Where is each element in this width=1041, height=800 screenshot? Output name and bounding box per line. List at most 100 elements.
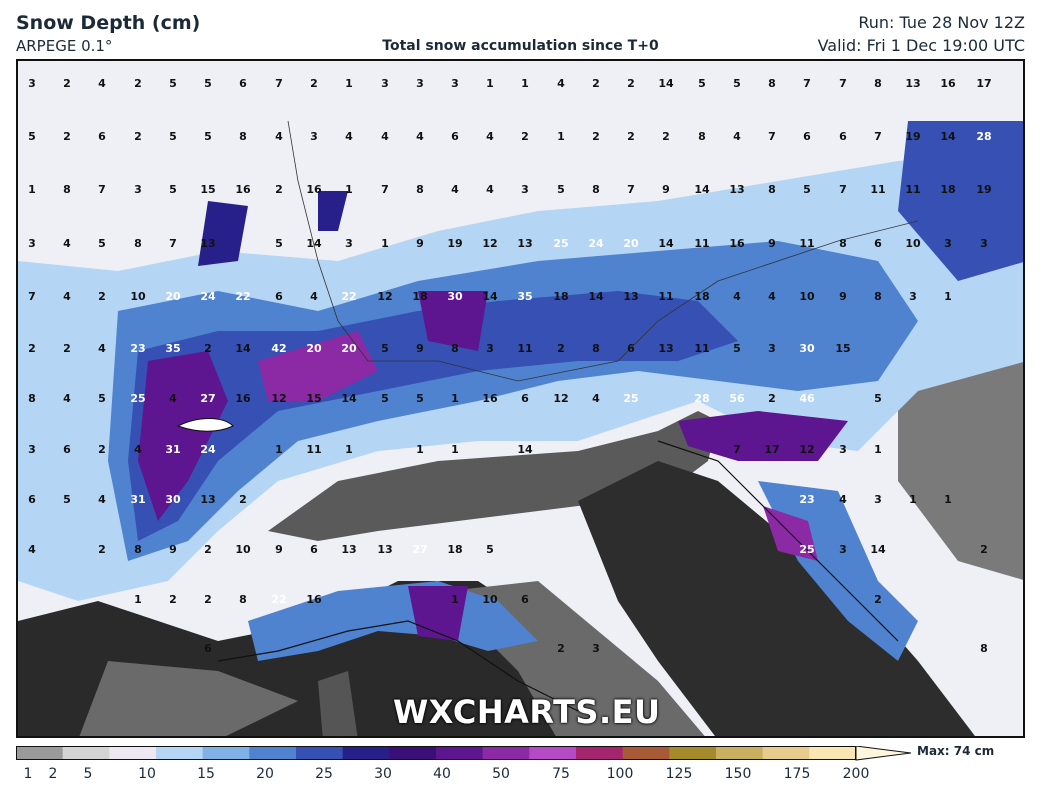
snow-value-label: 10 [905, 237, 921, 250]
snow-value-label: 2 [63, 77, 71, 90]
snow-value-label: 2 [63, 130, 71, 143]
snow-value-label: 2 [592, 77, 600, 90]
legend-tick: 5 [83, 766, 93, 782]
snow-value-label: 3 [416, 77, 424, 90]
snow-value-label: 4 [169, 392, 177, 405]
snow-value-label: 15 [200, 183, 215, 196]
snow-value-label: 20 [341, 342, 357, 355]
snow-value-label: 8 [768, 77, 776, 90]
color-legend [16, 746, 916, 762]
snow-value-label: 20 [623, 237, 639, 250]
snow-value-label: 5 [169, 130, 177, 143]
legend-swatch [436, 746, 484, 760]
snow-value-label: 18 [447, 543, 462, 556]
snow-value-label: 3 [28, 77, 36, 90]
snow-value-label: 56 [729, 392, 745, 405]
snow-value-label: 17 [764, 443, 779, 456]
snow-value-label: 2 [557, 642, 565, 655]
snow-value-label: 11 [694, 237, 709, 250]
snow-value-label: 25 [130, 392, 145, 405]
snow-value-label: 12 [377, 290, 392, 303]
snow-value-label: 4 [381, 130, 389, 143]
snow-deep-core-7 [898, 121, 1023, 281]
snow-value-label: 10 [235, 543, 251, 556]
snow-value-label: 3 [310, 130, 318, 143]
legend-tick: 40 [433, 766, 451, 782]
snow-value-label: 9 [768, 237, 776, 250]
snow-value-label: 5 [416, 392, 424, 405]
snow-value-label: 8 [134, 543, 142, 556]
snow-value-label: 16 [235, 392, 251, 405]
snow-value-label: 13 [623, 290, 638, 303]
snow-value-label: 16 [729, 237, 745, 250]
legend-swatch [762, 746, 810, 760]
snow-deep-core-4 [418, 291, 488, 351]
legend-swatch [389, 746, 437, 760]
snow-value-label: 4 [486, 183, 494, 196]
snow-value-label: 8 [592, 342, 600, 355]
snow-value-label: 3 [839, 543, 847, 556]
snow-value-label: 22 [235, 290, 250, 303]
snow-value-label: 16 [482, 392, 498, 405]
snow-value-label: 6 [521, 593, 529, 606]
snow-value-label: 3 [874, 493, 882, 506]
snow-value-labels: 3 2 4 2 5 5 6 7 2 1 3 3 3 1 1 4 2 2 14 5 5 8 7 7 8 13 16 175 2 6 2 5 5 8 4… [28, 77, 991, 655]
snow-value-label: 30 [447, 290, 463, 303]
snow-value-label: 8 [980, 642, 988, 655]
legend-tick: 30 [374, 766, 392, 782]
snow-value-label: 3 [944, 237, 952, 250]
apennine-snow-band [248, 581, 538, 661]
snow-value-label: 2 [521, 130, 529, 143]
snow-deep-core-6 [318, 191, 348, 231]
snow-value-label: 4 [768, 290, 776, 303]
snow-value-label: 7 [627, 183, 635, 196]
snow-value-label: 13 [658, 342, 673, 355]
model-name: ARPEGE 0.1° [16, 37, 113, 55]
snow-value-label: 1 [275, 443, 283, 456]
snow-value-label: 2 [63, 342, 71, 355]
snow-value-label: 5 [874, 392, 882, 405]
snow-depth-map: 3 2 4 2 5 5 6 7 2 1 3 3 3 1 1 4 2 2 14 5 5 8 7 7 8 13 16 17 5 2 6 2 5 5 8 4… [16, 59, 1025, 738]
snow-value-label: 9 [662, 183, 670, 196]
snow-value-label: 1 [416, 443, 424, 456]
snow-value-label: 14 [517, 443, 533, 456]
snow-value-label: 5 [275, 237, 283, 250]
snow-value-label: 2 [592, 130, 600, 143]
legend-swatch [529, 746, 577, 760]
legend-tick: 150 [724, 766, 752, 782]
snow-value-label: 8 [874, 77, 882, 90]
snow-value-label: 5 [381, 342, 389, 355]
snow-value-label: 24 [200, 290, 216, 303]
liguria-lowland [79, 661, 298, 736]
snow-value-label: 42 [271, 342, 286, 355]
snow-value-label: 8 [239, 593, 247, 606]
snow-value-label: 24 [200, 443, 216, 456]
snow-value-label: 23 [799, 493, 814, 506]
snow-value-label: 6 [451, 130, 459, 143]
snow-value-label: 4 [134, 443, 142, 456]
snow-value-label: 4 [733, 290, 741, 303]
valid-time: Valid: Fri 1 Dec 19:00 UTC [817, 36, 1025, 55]
lake-geneva [176, 418, 234, 432]
snow-value-label: 9 [839, 290, 847, 303]
snow-value-label: 15 [835, 342, 850, 355]
snow-value-label: 8 [63, 183, 71, 196]
snow-value-label: 4 [557, 77, 565, 90]
snow-value-label: 3 [134, 183, 142, 196]
snow-value-label: 24 [588, 237, 604, 250]
snow-value-label: 5 [803, 183, 811, 196]
snow-value-label: 6 [204, 642, 212, 655]
snow-value-label: 5 [698, 77, 706, 90]
snow-value-label: 2 [980, 543, 988, 556]
snow-value-label: 18 [553, 290, 568, 303]
legend-tick: 50 [492, 766, 510, 782]
snow-value-label: 4 [63, 237, 71, 250]
snow-value-label: 6 [874, 237, 882, 250]
snow-value-label: 3 [768, 342, 776, 355]
snow-value-label: 6 [275, 290, 283, 303]
legend-tick: 10 [138, 766, 156, 782]
snow-value-label: 12 [271, 392, 286, 405]
snow-deep-core-5 [198, 201, 248, 266]
snow-value-label: 23 [130, 342, 145, 355]
snow-value-label: 4 [63, 290, 71, 303]
